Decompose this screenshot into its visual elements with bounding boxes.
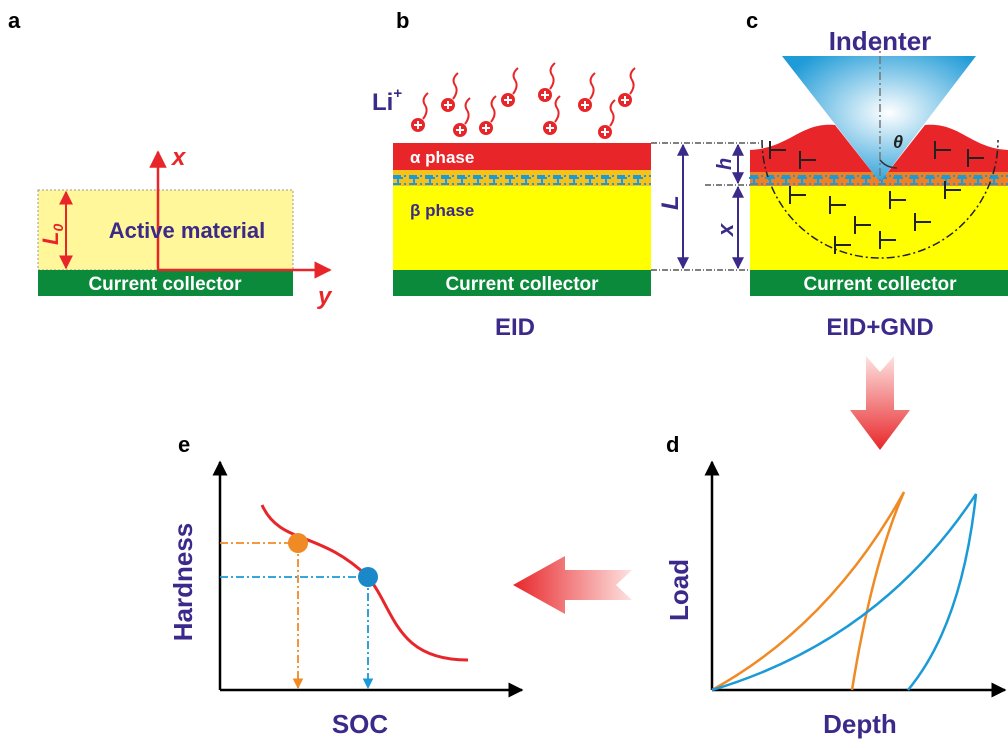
layer-label: α phase [410,148,474,167]
remaining-label: x [713,223,738,237]
ion-tail [465,98,470,124]
layer-label: β phase [410,201,474,220]
flow-arrow [513,556,632,614]
layer-label: Active material [109,218,266,243]
ion-tail [513,68,518,94]
charge: + [393,85,402,102]
y-axis-label: Hardness [168,523,198,642]
collector-label: Current collector [803,274,957,295]
curve [712,492,904,690]
panel-label: d [666,432,679,457]
panel-label: b [396,8,409,33]
figure: a Current collector x y L0 Active materi… [0,0,1008,748]
axis-label: y [317,283,333,310]
point [288,533,308,553]
beta-layer [750,186,1008,270]
point [358,567,378,587]
ion-tail [590,73,595,99]
panel-label: e [178,432,190,457]
indenter-label: Indenter [829,26,932,56]
collector-label: Current collector [88,274,242,295]
ion-tail [555,96,560,122]
x-axis-label: Depth [823,709,897,739]
ion-tail [491,96,496,122]
collector-label: Current collector [445,274,599,295]
ion-tail [630,68,635,94]
y-axis-label: Load [664,559,694,621]
ion-tail [453,73,458,99]
ion-tail [423,93,428,119]
caption: EID [495,314,535,341]
ion-tail [550,63,555,89]
thickness-label: L [657,195,684,210]
axis-label: x [170,144,187,171]
ion: Li [372,89,393,116]
subscript: 0 [50,224,66,232]
angle-label: θ [893,132,903,152]
curve [712,494,976,690]
ion-label: Li+ [372,85,402,116]
ions [411,63,635,139]
caption: EID+GND [826,314,933,341]
x-axis-label: SOC [332,709,389,739]
panel-label: c [746,8,758,33]
ion-tail [610,100,615,126]
symbol: L [38,232,63,245]
depth-label: h [714,158,736,170]
flow-arrow [850,356,910,450]
panel-label: a [8,8,21,33]
